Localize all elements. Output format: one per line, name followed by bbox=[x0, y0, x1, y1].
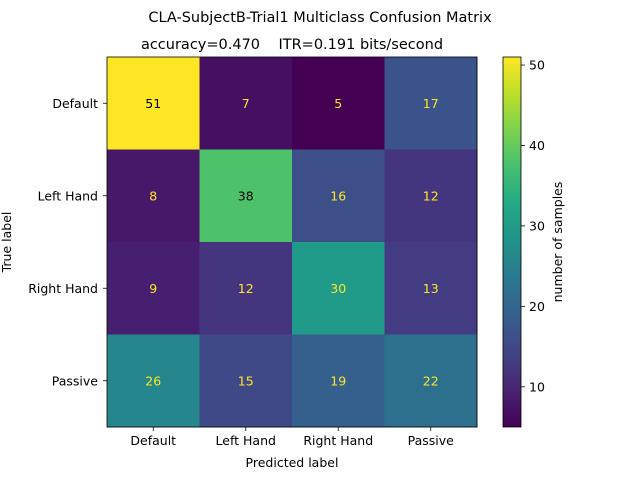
y-axis-ticks: Default Left Hand Right Hand Passive bbox=[28, 96, 107, 388]
heatmap-cell bbox=[384, 57, 478, 150]
cell-value-label: 9 bbox=[149, 281, 157, 296]
heatmap-cell bbox=[107, 242, 200, 335]
cell-value-label: 13 bbox=[423, 281, 439, 296]
heatmap-cell bbox=[292, 57, 385, 150]
x-tick-label: Right Hand bbox=[303, 433, 373, 448]
cell-value-label: 51 bbox=[145, 96, 161, 111]
heatmap-cell bbox=[199, 334, 293, 428]
x-axis-ticks: Default Left Hand Right Hand Passive bbox=[130, 427, 454, 448]
cell-value-label: 7 bbox=[242, 96, 250, 111]
cell-value-label: 16 bbox=[330, 188, 346, 203]
colorbar-tick-label: 40 bbox=[529, 138, 545, 153]
heatmap-cell bbox=[107, 334, 200, 428]
cell-value-label: 17 bbox=[423, 96, 439, 111]
x-tick-label: Default bbox=[130, 433, 176, 448]
cell-value-label: 12 bbox=[238, 281, 254, 296]
cell-value-label: 5 bbox=[334, 96, 342, 111]
heatmap-cell bbox=[384, 334, 478, 428]
y-tick-label: Default bbox=[52, 96, 98, 111]
cell-value-label: 30 bbox=[330, 281, 346, 296]
heatmap-cell bbox=[199, 242, 293, 335]
cell-value-label: 19 bbox=[330, 373, 346, 388]
cell-value-label: 12 bbox=[423, 188, 439, 203]
cell-value-label: 26 bbox=[145, 373, 161, 388]
colorbar-tick-label: 50 bbox=[529, 58, 545, 73]
heatmap-cell bbox=[292, 242, 385, 335]
heatmap-cell bbox=[384, 242, 478, 335]
colorbar-tick-label: 20 bbox=[529, 299, 545, 314]
chart-title: CLA-SubjectB-Trial1 Multiclass Confusion… bbox=[148, 10, 492, 26]
y-axis-label: True label bbox=[0, 212, 14, 274]
y-tick-label: Right Hand bbox=[28, 281, 98, 296]
heatmap-cell bbox=[199, 57, 293, 150]
heatmap-cell bbox=[107, 149, 200, 243]
heatmap-cell bbox=[384, 149, 478, 243]
heatmap-cell bbox=[107, 57, 200, 150]
y-tick-label: Passive bbox=[52, 373, 99, 388]
plot-frame bbox=[106, 56, 478, 428]
chart-subtitle: accuracy=0.470 ITR=0.191 bits/second bbox=[141, 37, 443, 53]
heatmap-cell bbox=[199, 149, 293, 243]
heatmap-cell bbox=[292, 334, 385, 428]
colorbar-tick-label: 10 bbox=[529, 379, 545, 394]
colorbar bbox=[502, 56, 522, 428]
x-tick-label: Passive bbox=[408, 433, 455, 448]
cell-value-label: 8 bbox=[149, 188, 157, 203]
x-axis-label: Predicted label bbox=[246, 455, 339, 470]
y-tick-label: Left Hand bbox=[38, 188, 98, 203]
heatmap-cell bbox=[292, 149, 385, 243]
cell-value-label: 15 bbox=[238, 373, 254, 388]
colorbar-label: number of samples bbox=[550, 182, 565, 303]
cell-value-label: 38 bbox=[238, 188, 254, 203]
colorbar-ticks: 10 20 30 40 50 bbox=[521, 58, 545, 394]
colorbar-tick-label: 30 bbox=[529, 218, 545, 233]
x-tick-label: Left Hand bbox=[216, 433, 276, 448]
heatmap-cells bbox=[107, 57, 478, 428]
cell-value-label: 22 bbox=[423, 373, 439, 388]
